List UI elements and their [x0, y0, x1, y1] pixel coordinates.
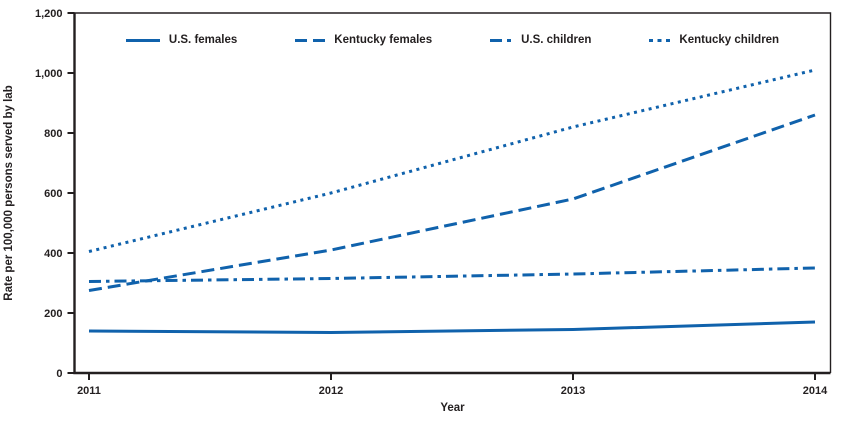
legend-label: Kentucky females	[334, 34, 433, 46]
y-tick-label: 400	[44, 248, 62, 260]
legend-label: Kentucky children	[679, 34, 780, 46]
y-tick-label: 200	[44, 308, 62, 320]
solid-line-sample-icon	[125, 38, 160, 42]
series-line-u-s-children	[88, 266, 816, 283]
legend: U.S. females Kentucky females U.S. child…	[74, 34, 831, 46]
x-axis-title: Year	[440, 402, 465, 414]
legend-label: U.S. females	[168, 34, 238, 46]
plot-frame	[74, 12, 832, 373]
y-tick-label: 0	[56, 368, 62, 380]
y-tick-label: 600	[44, 188, 62, 200]
dotted-line-sample-icon	[649, 38, 671, 42]
x-tick-label: 2012	[319, 385, 343, 397]
series-line-kentucky-children	[88, 68, 816, 253]
series-line-kentucky-females	[88, 113, 816, 292]
legend-item-kentucky-females: Kentucky females	[295, 34, 432, 46]
dashed-line-sample-icon	[295, 38, 326, 42]
y-tick-label: 800	[44, 128, 62, 140]
legend-item-kentucky-children: Kentucky children	[649, 34, 779, 46]
legend-item-us-children: U.S. children	[490, 34, 591, 46]
y-tick-label: 1,000	[35, 68, 63, 80]
y-tick-label: 1,200	[35, 8, 63, 20]
x-tick-label: 2013	[561, 385, 585, 397]
legend-label: U.S. children	[521, 34, 592, 46]
x-tick-label: 2011	[77, 385, 101, 397]
legend-item-us-females: U.S. females	[125, 34, 238, 46]
series-line-u-s-females	[88, 320, 816, 335]
x-tick-label: 2014	[803, 385, 828, 397]
dashdot-line-sample-icon	[490, 38, 513, 42]
axis-lines	[73, 13, 831, 375]
